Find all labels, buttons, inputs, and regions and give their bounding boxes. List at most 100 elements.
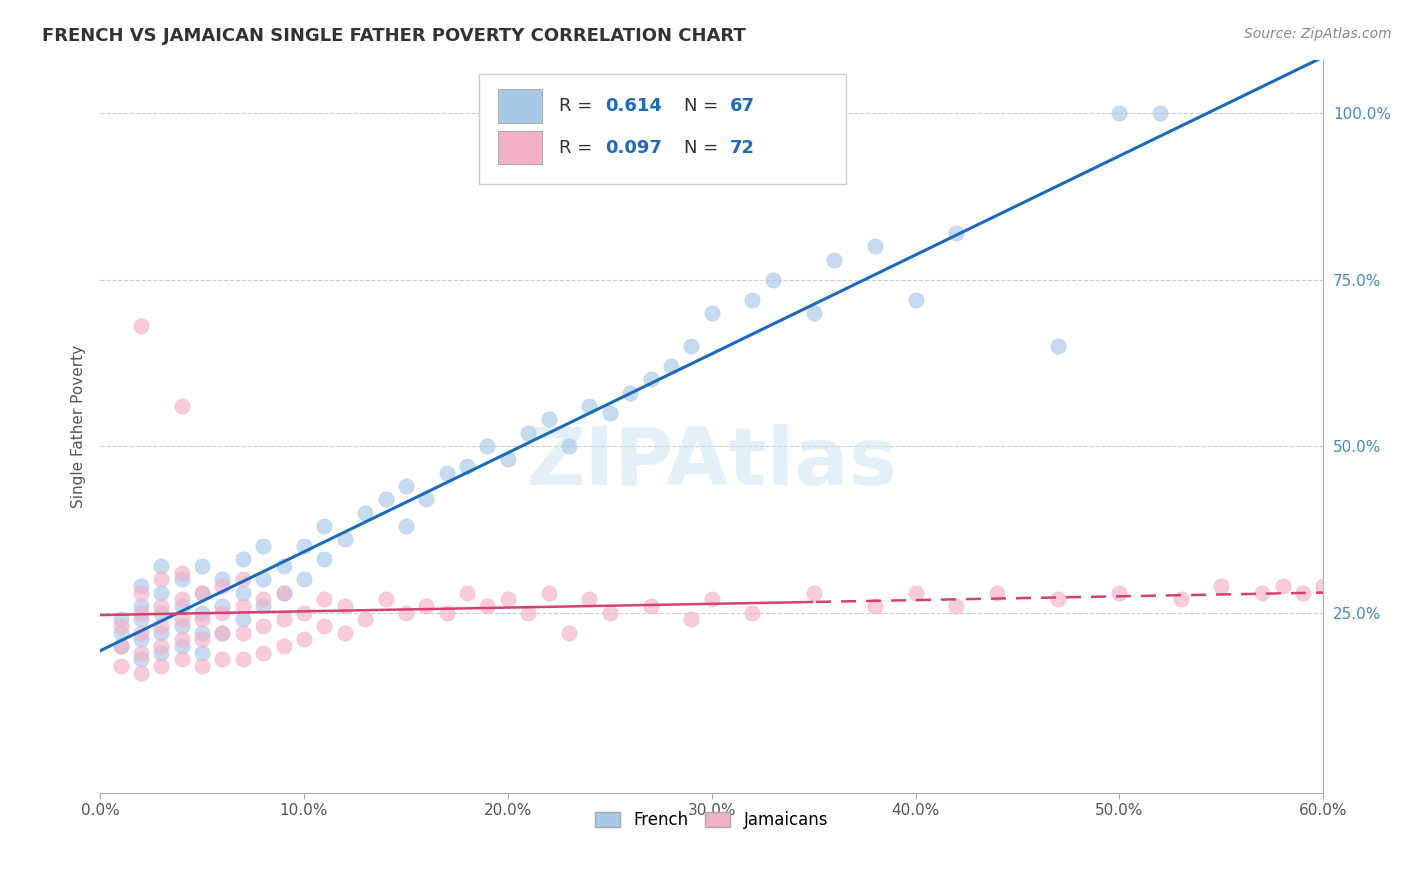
Point [477,599,499,613]
Point [232,652,254,666]
Point [110,639,132,653]
Point [354,612,377,626]
Point [150,606,173,620]
Point [273,612,295,626]
Point [558,439,581,453]
Point [252,599,274,613]
Point [1312,579,1334,593]
Point [333,533,356,547]
Point [415,599,437,613]
Point [374,592,396,607]
Text: R =: R = [558,138,598,157]
Point [170,573,193,587]
Text: 72: 72 [730,138,755,157]
Point [252,619,274,633]
Point [110,619,132,633]
Point [863,599,886,613]
Point [273,585,295,599]
Point [681,612,703,626]
Point [333,625,356,640]
Point [496,452,519,467]
Point [232,612,254,626]
Point [129,646,152,660]
Point [170,399,193,413]
Point [314,519,336,533]
Point [578,592,600,607]
Point [232,552,254,566]
FancyBboxPatch shape [498,89,541,122]
Point [150,599,173,613]
Point [292,632,315,647]
Point [191,659,214,673]
Point [863,239,886,253]
Point [232,573,254,587]
Point [599,406,621,420]
Point [640,372,662,386]
Text: 67: 67 [730,97,755,115]
Point [803,306,825,320]
Point [170,592,193,607]
Point [395,519,418,533]
Point [211,606,233,620]
Point [333,599,356,613]
Point [762,272,785,286]
Point [170,652,193,666]
Point [477,439,499,453]
Point [170,639,193,653]
Point [986,585,1008,599]
Text: N =: N = [683,97,724,115]
Y-axis label: Single Father Poverty: Single Father Poverty [72,344,86,508]
Point [823,252,845,267]
Point [129,632,152,647]
Point [110,659,132,673]
Point [170,599,193,613]
Point [129,319,152,334]
Point [273,559,295,574]
Point [578,399,600,413]
Point [1108,106,1130,120]
FancyBboxPatch shape [479,74,846,185]
Point [599,606,621,620]
Point [436,466,458,480]
Point [496,592,519,607]
Point [1211,579,1233,593]
Point [659,359,682,373]
Point [252,573,274,587]
Text: 0.614: 0.614 [606,97,662,115]
Point [558,625,581,640]
Point [170,632,193,647]
Point [517,425,540,440]
Point [415,492,437,507]
Point [456,585,478,599]
Point [1271,579,1294,593]
Point [150,639,173,653]
Point [1292,585,1315,599]
Point [517,606,540,620]
Point [191,646,214,660]
Point [803,585,825,599]
Point [1108,585,1130,599]
Point [354,506,377,520]
Point [150,573,173,587]
Point [129,606,152,620]
Point [129,625,152,640]
Point [232,599,254,613]
Point [170,612,193,626]
Point [904,293,927,307]
Point [150,559,173,574]
FancyBboxPatch shape [498,131,541,164]
Text: R =: R = [558,97,598,115]
Point [252,646,274,660]
Text: 0.097: 0.097 [606,138,662,157]
Point [395,479,418,493]
Point [619,385,641,400]
Point [252,592,274,607]
Point [191,632,214,647]
Point [292,539,315,553]
Point [170,619,193,633]
Point [211,599,233,613]
Point [741,293,763,307]
Point [129,579,152,593]
Point [537,585,560,599]
Point [110,625,132,640]
